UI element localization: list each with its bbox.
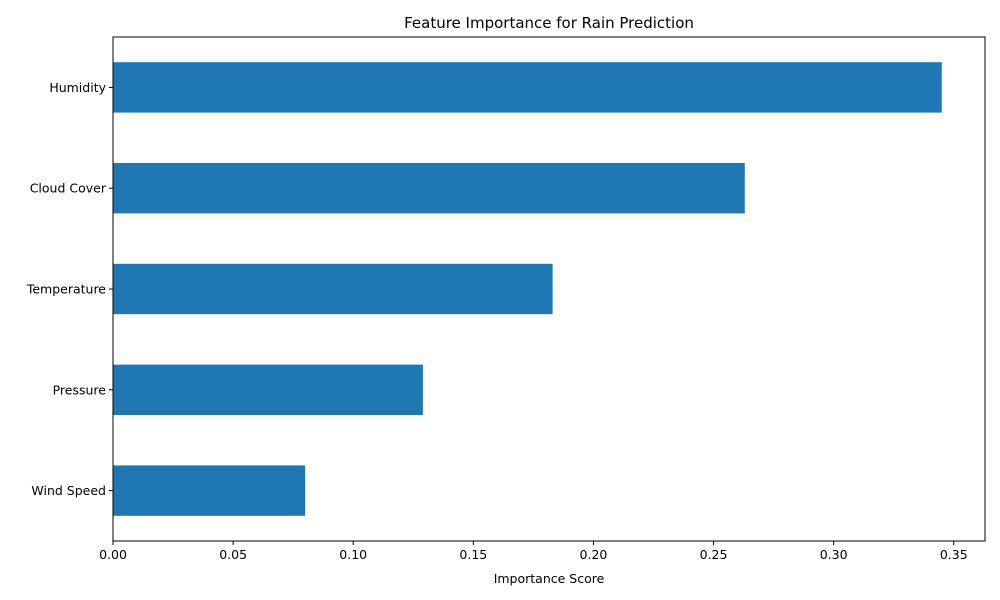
x-tick-label: 0.25 xyxy=(700,547,728,562)
x-tick-label: 0.00 xyxy=(99,547,127,562)
x-tick-label: 0.20 xyxy=(580,547,608,562)
axes-layer: Wind Speed Pressure Temperature Cloud Cover… xyxy=(26,36,986,562)
bar-humidity xyxy=(113,62,942,113)
y-tick-label: Pressure xyxy=(53,382,107,397)
x-tick-label: 0.05 xyxy=(219,547,247,562)
bar-pressure xyxy=(113,364,423,415)
chart-title: Feature Importance for Rain Prediction xyxy=(404,14,694,32)
y-tick-label: Wind Speed xyxy=(31,483,106,498)
bar-wind-speed xyxy=(113,465,306,516)
plot-frame xyxy=(112,36,986,542)
x-tick-label: 0.15 xyxy=(459,547,487,562)
y-tick-label: Cloud Cover xyxy=(30,181,107,196)
y-tick-label: Humidity xyxy=(49,80,106,95)
y-tick-label: Temperature xyxy=(26,282,106,297)
x-tick-label: 0.10 xyxy=(339,547,367,562)
bars-layer xyxy=(113,62,942,516)
bar-cloud-cover xyxy=(113,163,745,214)
x-tick-label: 0.30 xyxy=(820,547,848,562)
bar-temperature xyxy=(113,263,553,315)
x-axis-title: Importance Score xyxy=(494,571,605,586)
x-tick-label: 0.35 xyxy=(940,547,968,562)
